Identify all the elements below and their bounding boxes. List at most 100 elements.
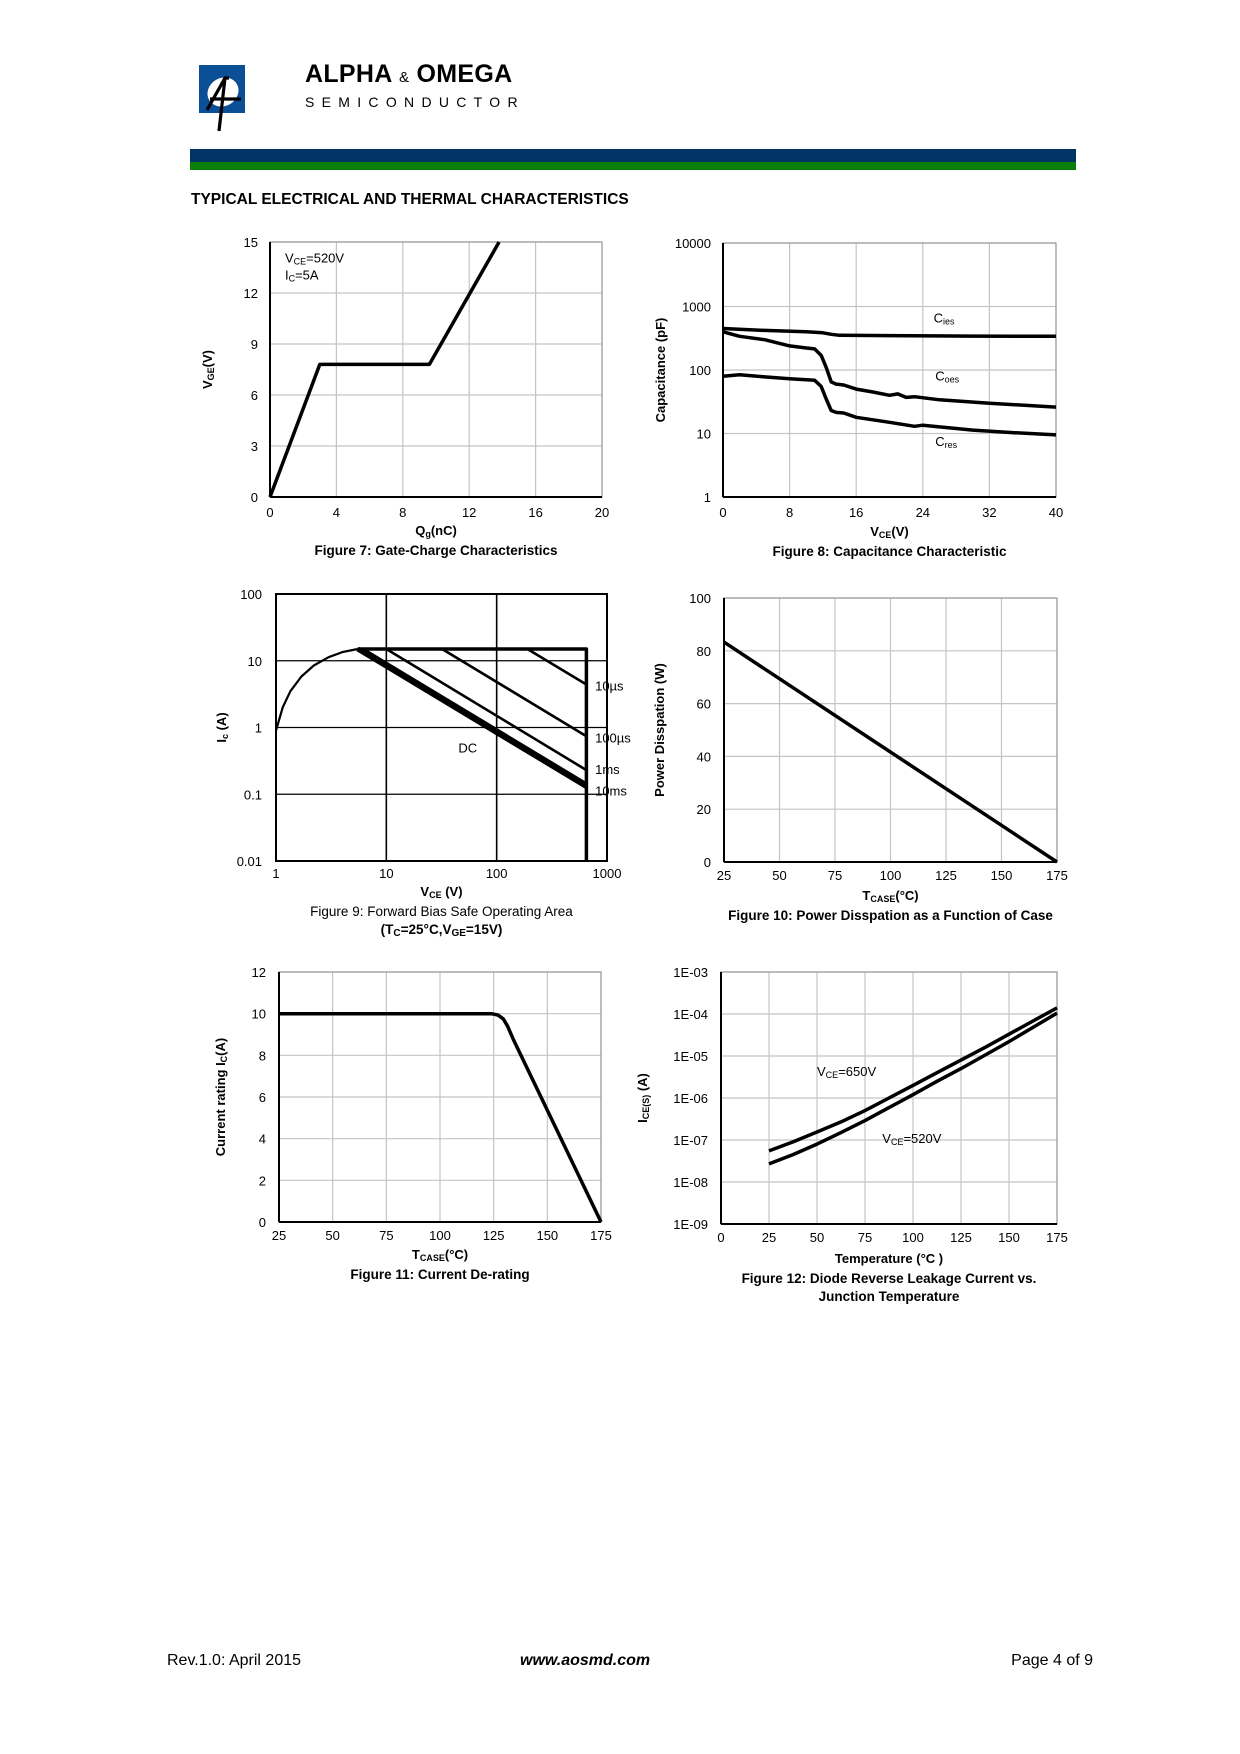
annotation-label: DC	[458, 741, 477, 756]
annotation-label: 10ms	[595, 784, 627, 799]
annotation-label: VCE=520V	[285, 250, 344, 266]
footer-revision: Rev.1.0: April 2015	[167, 1652, 302, 1669]
x-tick-label: 0	[719, 505, 726, 520]
text-part: T	[412, 1247, 420, 1262]
x-tick-label: 1	[272, 866, 279, 881]
series-line-100-s	[441, 647, 588, 738]
figure-caption-line2: Junction Temperature	[819, 1289, 960, 1304]
subscript: CE	[879, 530, 892, 540]
subscript: CASE	[870, 894, 895, 904]
y-tick-label: 80	[697, 644, 711, 659]
y-tick-label: 100	[689, 591, 711, 606]
x-tick-label: 175	[590, 1228, 612, 1243]
annotation-label: VCE=520V	[882, 1131, 941, 1147]
text-part: (nC)	[431, 523, 457, 538]
x-tick-label: 12	[462, 505, 476, 520]
x-tick-label: 150	[991, 868, 1013, 883]
text-part: Capacitance (pF)	[653, 318, 668, 423]
x-tick-label: 75	[828, 868, 842, 883]
brand-word-omega: OMEGA	[416, 60, 513, 88]
x-tick-label: 125	[950, 1230, 972, 1245]
figure-caption: Figure 11: Current De-rating	[350, 1267, 529, 1282]
x-tick-label: 25	[717, 868, 731, 883]
series-line-coes	[722, 330, 1057, 409]
brand-subtitle: SEMICONDUCTOR	[305, 94, 525, 110]
brand-name: ALPHA & OMEGA	[305, 60, 512, 89]
footer-page-number: Page 4 of 9	[1011, 1652, 1093, 1669]
header-bar-green	[190, 162, 1076, 170]
text-part: C	[935, 369, 944, 384]
text-part: V	[420, 884, 429, 899]
y-tick-label: 6	[251, 388, 258, 403]
y-tick-label: 1E-07	[673, 1133, 708, 1148]
x-axis-title: VCE (V)	[420, 884, 462, 900]
y-tick-label: 40	[697, 749, 711, 764]
y-tick-label: 0.1	[244, 787, 262, 802]
x-tick-label: 0	[717, 1230, 724, 1245]
y-tick-label: 1	[255, 721, 262, 736]
text-part: C	[934, 310, 943, 325]
subscript: CE	[826, 1070, 839, 1080]
annotation-label: 10µs	[595, 678, 624, 693]
x-tick-label: 1000	[593, 866, 622, 881]
text-part: =650V	[838, 1064, 876, 1079]
y-axis-title: Capacitance (pF)	[653, 318, 668, 423]
x-tick-label: 150	[998, 1230, 1020, 1245]
x-axis-title: Temperature (°C )	[835, 1251, 943, 1266]
y-tick-label: 1E-03	[673, 965, 708, 980]
text-part: V	[817, 1064, 826, 1079]
series-line-limit-curve	[274, 647, 358, 731]
x-tick-label: 50	[325, 1228, 339, 1243]
y-tick-label: 10	[252, 1007, 266, 1022]
x-tick-label: 175	[1046, 1230, 1068, 1245]
y-axis-title: Current rating IC(A)	[213, 1038, 229, 1156]
chart-figure-7: 0 4 8 12 16 2003691215VCE=520VIC=5AQg(nC)VGE(…	[200, 235, 609, 558]
section-title: TYPICAL ELECTRICAL AND THERMAL CHARACTER…	[191, 191, 629, 208]
series-line-vce-520v	[768, 1011, 1058, 1166]
subscript: CE	[891, 1137, 904, 1147]
x-tick-label: 16	[528, 505, 542, 520]
text-part: (°C)	[895, 888, 918, 903]
y-tick-label: 6	[259, 1090, 266, 1105]
y-tick-label: 1E-04	[673, 1007, 708, 1022]
y-tick-label: 1000	[682, 300, 711, 315]
subscript: GE	[206, 367, 216, 380]
series-line-pd	[723, 640, 1058, 864]
text-part: Temperature (°C )	[835, 1251, 943, 1266]
y-tick-label: 1E-05	[673, 1049, 708, 1064]
text-part: 100µs	[595, 730, 631, 745]
x-tick-label: 125	[483, 1228, 505, 1243]
subscript: GE	[451, 928, 466, 939]
x-tick-label: 75	[379, 1228, 393, 1243]
footer-website-link[interactable]: www.aosmd.com	[520, 1652, 651, 1669]
series-line-dc	[356, 646, 588, 789]
x-tick-label: 150	[536, 1228, 558, 1243]
plot-frame	[269, 241, 603, 498]
x-tick-label: 100	[902, 1230, 924, 1245]
y-tick-label: 2	[259, 1173, 266, 1188]
y-tick-label: 12	[252, 965, 266, 980]
y-tick-label: 15	[244, 235, 258, 250]
y-axis-title: Ic (A)	[214, 712, 230, 742]
brand-ampersand: &	[398, 69, 410, 86]
subscript: C	[393, 928, 400, 939]
annotation-label: 1ms	[595, 762, 620, 777]
y-tick-label: 10	[248, 654, 262, 669]
x-tick-label: 8	[786, 505, 793, 520]
y-axis-title: ICE(S) (A)	[635, 1073, 651, 1123]
text-part: =520V	[903, 1131, 941, 1146]
series-line-10ms	[362, 647, 588, 785]
series-line-vge	[268, 241, 501, 498]
subscript: CE(S)	[641, 1095, 651, 1120]
x-tick-label: 10	[379, 866, 393, 881]
y-tick-label: 0.01	[237, 854, 262, 869]
annotation-label: 100µs	[595, 730, 631, 745]
figure-caption-conditions: (TC=25°C,VGE=15V)	[381, 922, 503, 939]
y-tick-label: 1E-06	[673, 1091, 708, 1106]
text-part: (°C)	[445, 1247, 468, 1262]
x-tick-label: 0	[266, 505, 273, 520]
text-part: (V)	[200, 350, 215, 367]
text-part: (V)	[891, 524, 908, 539]
text-part: V	[870, 524, 879, 539]
chart-figure-9: 1 10 100 1000 0.01 0.1 1 10 100 DC 10µs 100µs 1ms 10m…	[214, 587, 631, 939]
